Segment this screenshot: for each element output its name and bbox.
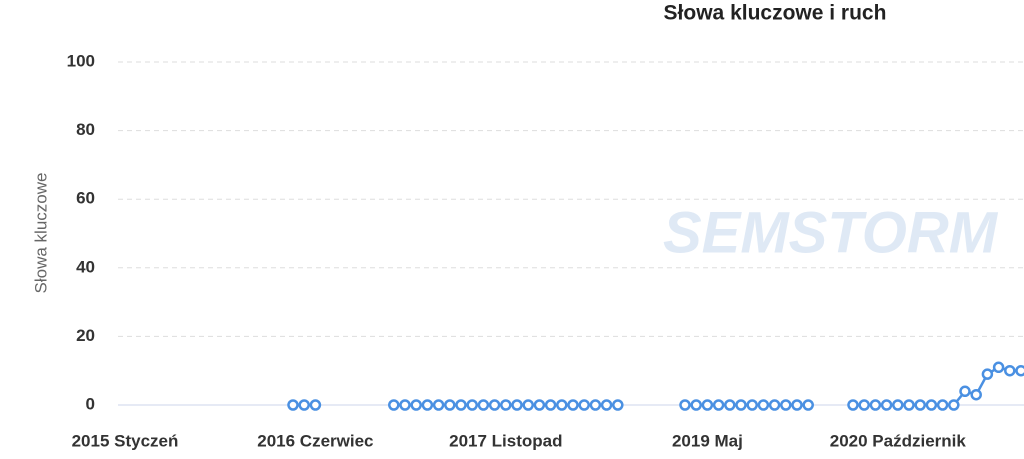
data-point [992,361,1005,374]
data-point [1015,364,1024,377]
data-point [600,399,613,411]
data-point [948,399,960,411]
data-point [925,399,938,411]
x-tick-label: 2017 Listopad [449,431,562,450]
data-point [959,385,971,398]
data-point [869,399,882,411]
y-tick-label: 100 [67,51,95,70]
data-point [410,399,422,411]
data-point [511,399,523,411]
watermark: SEMSTORM [663,200,999,265]
data-point [757,399,770,411]
x-tick-label: 2020 Październik [830,431,967,450]
chart-title: Słowa kluczowe i ruch [664,2,887,25]
data-point [746,399,758,411]
data-point [970,388,982,401]
data-point [522,399,534,411]
data-point [847,399,859,411]
data-point [544,399,557,411]
data-point [589,399,602,411]
data-point [533,399,546,411]
data-point [578,399,590,411]
data-point [724,399,736,411]
data-point [500,399,512,411]
data-point [768,399,781,411]
y-tick-label: 0 [86,394,95,413]
y-axis-label: Słowa kluczowe [31,173,50,294]
data-point [298,399,310,411]
data-point [735,399,747,411]
data-point [556,399,568,411]
data-point [914,399,926,411]
data-point [880,399,893,411]
data-point [388,399,400,411]
data-point [903,399,915,411]
data-point [679,399,691,411]
data-point [455,399,467,411]
data-point [712,399,725,411]
data-point [701,399,714,411]
data-point [791,399,803,411]
data-point [399,399,411,411]
y-tick-label: 60 [76,189,95,208]
x-tick-label: 2016 Czerwiec [257,431,373,450]
data-point [981,368,994,380]
data-point [477,399,490,411]
x-tick-label: 2019 Maj [672,431,743,450]
data-point [936,399,949,411]
data-point [690,399,702,411]
data-point [567,399,579,411]
data-point [432,399,445,411]
y-tick-label: 40 [76,257,95,276]
data-point [858,399,870,411]
data-point [612,399,624,411]
data-point [287,399,299,411]
data-point [466,399,478,411]
data-point [780,399,792,411]
data-point [488,399,501,411]
x-tick-label: 2015 Styczeń [72,431,179,450]
data-point [309,399,322,411]
y-tick-label: 80 [76,120,95,139]
data-point [1004,364,1016,377]
data-point [892,399,904,411]
y-tick-label: 20 [76,326,95,345]
series-line [293,365,1021,407]
data-point [802,399,814,411]
data-point [421,399,434,411]
data-point [444,399,456,411]
